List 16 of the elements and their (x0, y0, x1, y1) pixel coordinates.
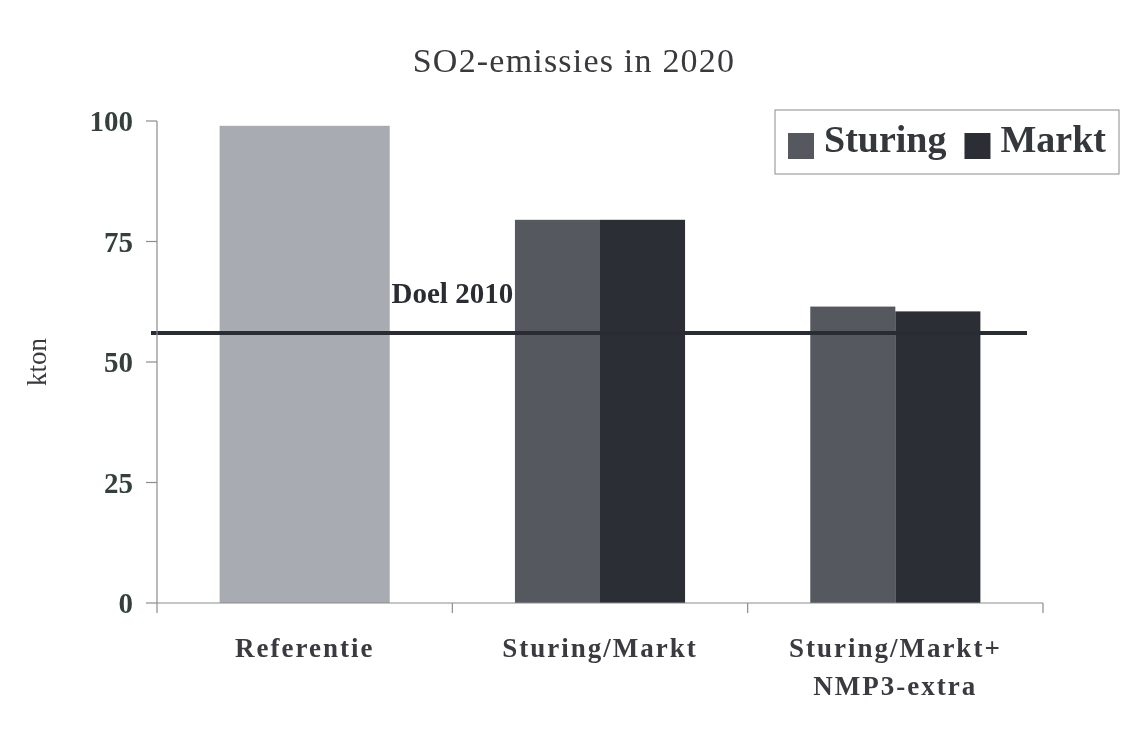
bar (219, 125, 390, 603)
ref-line-label: Doel 2010 (391, 277, 514, 310)
x-tick-label: Sturing/Markt (502, 633, 698, 663)
y-tick-label: 25 (104, 466, 133, 499)
y-tick-label: 75 (104, 225, 133, 258)
legend-label: Markt (1000, 118, 1107, 160)
legend-label: Sturing (824, 118, 947, 160)
bar (514, 219, 600, 603)
chart-title: SO2-emissies in 2020 (412, 42, 736, 79)
bar (810, 306, 896, 603)
y-axis-title: kton (22, 337, 52, 387)
y-tick-label: 100 (89, 105, 133, 138)
x-tick-label: Sturing/Markt+ NMP3-extra (788, 633, 1002, 701)
x-tick-label: Referentie (234, 633, 375, 663)
y-tick-label: 0 (118, 587, 133, 620)
y-tick-label: 50 (104, 346, 133, 379)
